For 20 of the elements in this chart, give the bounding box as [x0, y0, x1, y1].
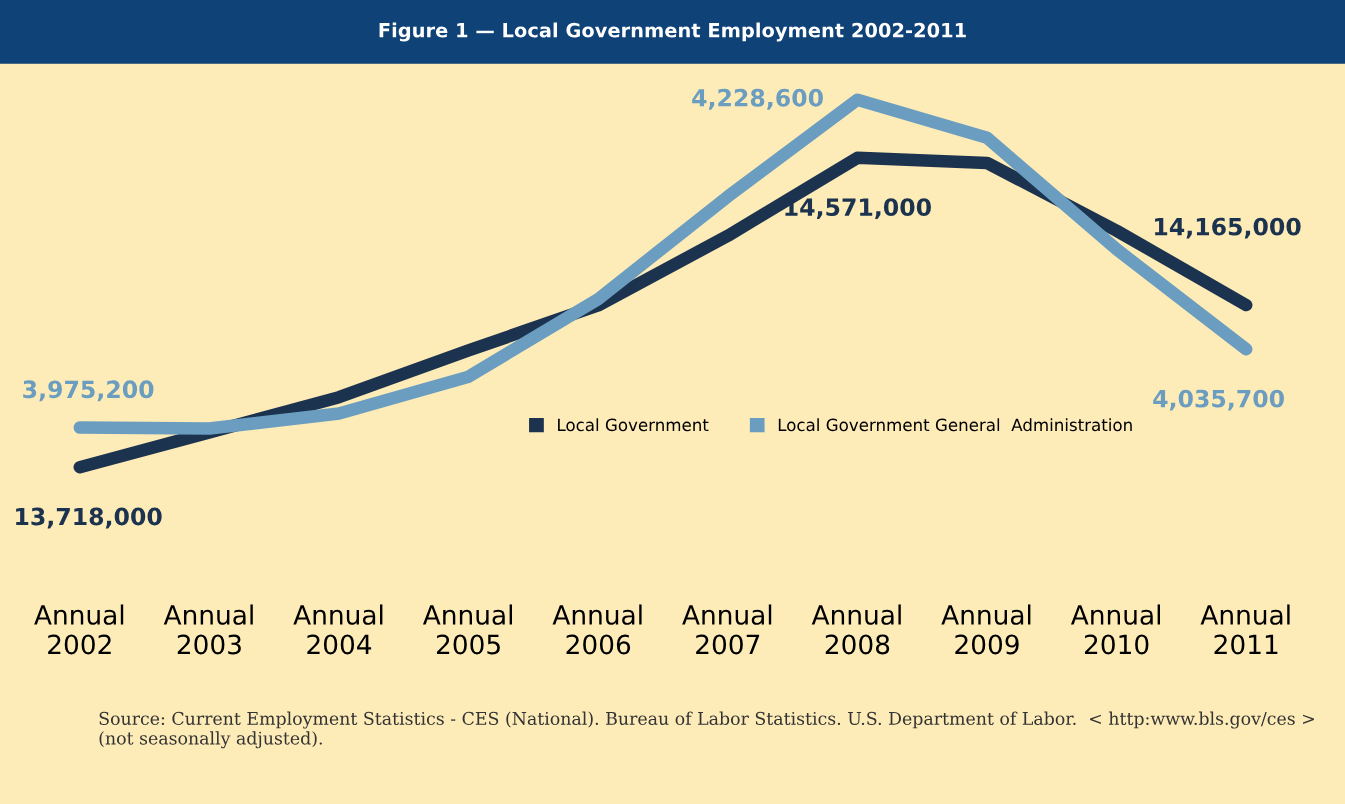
x-tick-label: Annual 2003: [163, 604, 253, 655]
x-tick-label: Annual 2008: [811, 604, 901, 655]
data-label: 14,571,000: [785, 198, 931, 220]
legend-label: Local Government: [558, 418, 709, 432]
data-label: 4,035,700: [1153, 389, 1284, 411]
x-tick-label: Annual 2007: [682, 604, 772, 655]
x-tick-label: Annual 2006: [552, 604, 642, 655]
data-label: 14,165,000: [1155, 217, 1301, 239]
data-label: 3,975,200: [23, 380, 154, 402]
x-tick-label: Annual 2004: [293, 604, 383, 655]
x-tick-label: Annual 2011: [1200, 604, 1290, 655]
data-label: 13,718,000: [16, 507, 162, 529]
x-tick-label: Annual 2002: [34, 604, 124, 655]
x-tick-label: Annual 2009: [941, 604, 1031, 655]
x-tick-label: Annual 2005: [422, 604, 512, 655]
source-note: Source: Current Employment Statistics - CES (National). Bureau of Labor Statistics. U.S. Department of Labor. < http:www.bls.gov/ces > (not seasonally adjusted).: [99, 711, 1314, 749]
legend-label: Local Government General Administration: [778, 418, 1132, 432]
data-label: 4,228,600: [692, 88, 823, 110]
chart-title: Figure 1 — Local Government Employment 2002-2011: [379, 22, 966, 42]
x-tick-label: Annual 2010: [1070, 604, 1160, 655]
